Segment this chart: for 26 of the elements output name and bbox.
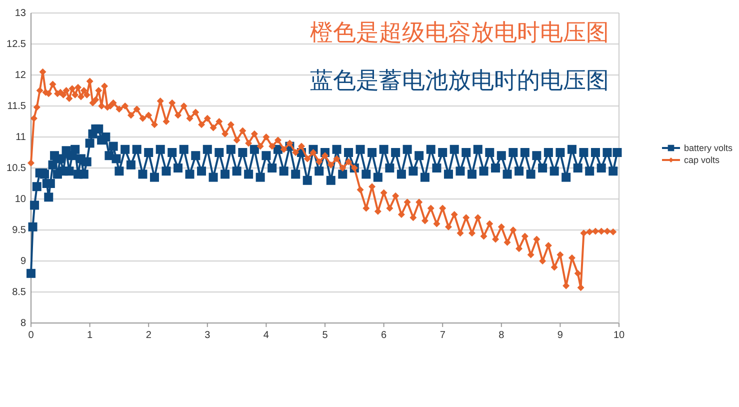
x-tick-label: 8 [498, 330, 505, 341]
y-tick-label: 9.5 [12, 225, 26, 236]
y-tick-label: 13 [14, 8, 26, 19]
x-tick-label: 0 [28, 330, 34, 341]
x-tick-label: 1 [87, 330, 94, 341]
x-tick-label: 6 [381, 330, 388, 341]
legend-label: battery volts [684, 143, 734, 153]
x-tick-label: 9 [557, 330, 564, 341]
y-tick-label: 10.5 [6, 163, 26, 174]
x-tick-label: 4 [263, 330, 270, 341]
y-tick-label: 11 [16, 132, 26, 143]
y-tick-label: 9 [20, 256, 26, 267]
y-tick-label: 11.5 [7, 101, 26, 112]
y-tick-label: 12 [14, 70, 26, 81]
x-tick-label: 2 [146, 330, 152, 341]
y-tick-label: 8.5 [12, 287, 26, 298]
x-tick-label: 10 [613, 330, 625, 341]
y-tick-label: 10 [14, 194, 26, 205]
y-tick-label: 12.5 [6, 39, 26, 50]
text: 蓝色是蓄电池放电时的电压图 [310, 67, 609, 93]
chart-title: 橙色是超级电容放电时电压图 [310, 19, 609, 45]
y-tick-label: 8 [20, 318, 26, 329]
x-tick-label: 3 [204, 330, 211, 341]
x-tick-label: 5 [322, 330, 328, 341]
legend-label: cap volts [684, 155, 720, 165]
x-tick-label: 7 [440, 330, 446, 341]
